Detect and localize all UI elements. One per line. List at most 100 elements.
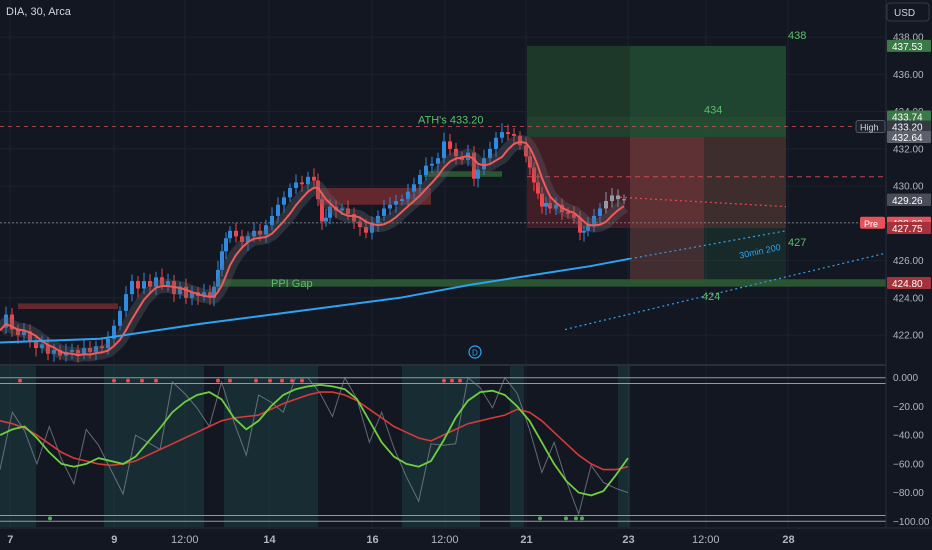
candle-body[interactable] xyxy=(566,212,570,215)
candle-body[interactable] xyxy=(424,165,428,175)
candle-body[interactable] xyxy=(52,349,56,354)
candle-body[interactable] xyxy=(234,230,238,237)
candle-body[interactable] xyxy=(28,331,32,341)
candle-body[interactable] xyxy=(300,182,304,185)
candle-body[interactable] xyxy=(324,217,328,222)
candle-body[interactable] xyxy=(328,206,332,218)
candle-body[interactable] xyxy=(476,169,480,179)
candle-body[interactable] xyxy=(586,225,590,231)
candle-body[interactable] xyxy=(118,310,122,326)
candle-body[interactable] xyxy=(166,281,170,285)
candle-body[interactable] xyxy=(16,329,20,336)
candle-body[interactable] xyxy=(288,187,292,198)
candle-body[interactable] xyxy=(246,236,250,242)
currency-button[interactable] xyxy=(886,2,930,22)
candle-body[interactable] xyxy=(178,286,182,295)
candle-body[interactable] xyxy=(76,349,80,354)
candle-body[interactable] xyxy=(282,197,286,205)
candle-body[interactable] xyxy=(536,182,540,194)
candle-body[interactable] xyxy=(88,348,92,352)
candle-body[interactable] xyxy=(258,230,262,235)
candle-body[interactable] xyxy=(358,221,362,228)
candle-body[interactable] xyxy=(46,344,50,354)
candle-body[interactable] xyxy=(130,281,134,295)
candle-body[interactable] xyxy=(106,338,110,349)
candle-body[interactable] xyxy=(430,163,434,166)
candle-body[interactable] xyxy=(592,215,596,226)
candle-body[interactable] xyxy=(388,204,392,209)
candle-body[interactable] xyxy=(582,230,586,233)
candle-body[interactable] xyxy=(190,292,194,298)
candle-body[interactable] xyxy=(184,286,188,298)
candle-body[interactable] xyxy=(578,217,582,233)
candle-body[interactable] xyxy=(340,208,344,211)
candle-body[interactable] xyxy=(436,158,440,164)
candle-body[interactable] xyxy=(94,346,98,352)
candle-body[interactable] xyxy=(160,277,164,285)
candle-body[interactable] xyxy=(270,215,274,226)
candle-body[interactable] xyxy=(346,208,350,215)
candle-body[interactable] xyxy=(488,148,492,159)
candle-body[interactable] xyxy=(154,277,158,287)
candle-body[interactable] xyxy=(622,199,626,201)
candle-body[interactable] xyxy=(228,230,232,239)
dividend-marker[interactable] xyxy=(468,345,482,359)
candle-body[interactable] xyxy=(306,176,310,185)
candle-body[interactable] xyxy=(400,199,404,202)
candle-body[interactable] xyxy=(554,204,558,209)
candle-body[interactable] xyxy=(528,156,532,168)
candle-body[interactable] xyxy=(312,176,316,181)
candle-body[interactable] xyxy=(506,132,510,134)
candle-body[interactable] xyxy=(572,214,576,218)
candle-body[interactable] xyxy=(518,135,522,146)
candle-body[interactable] xyxy=(482,158,486,170)
candle-body[interactable] xyxy=(40,344,44,349)
candle-body[interactable] xyxy=(34,340,38,349)
candle-body[interactable] xyxy=(540,193,544,207)
candle-body[interactable] xyxy=(10,314,14,330)
candle-body[interactable] xyxy=(512,133,516,136)
candle-body[interactable] xyxy=(524,145,528,157)
candle-body[interactable] xyxy=(500,132,504,138)
candle-body[interactable] xyxy=(544,202,548,207)
candle-body[interactable] xyxy=(264,225,268,235)
candle-body[interactable] xyxy=(202,292,206,296)
candle-body[interactable] xyxy=(224,238,228,252)
candle-body[interactable] xyxy=(136,281,140,289)
candle-body[interactable] xyxy=(494,137,498,149)
candle-body[interactable] xyxy=(276,204,280,216)
candle-body[interactable] xyxy=(294,182,298,188)
candle-body[interactable] xyxy=(252,230,256,237)
candle-body[interactable] xyxy=(208,292,212,298)
candle-body[interactable] xyxy=(604,201,608,209)
candle-body[interactable] xyxy=(376,215,380,224)
candle-body[interactable] xyxy=(370,223,374,233)
candle-body[interactable] xyxy=(548,202,552,209)
candle-body[interactable] xyxy=(406,191,410,200)
candle-body[interactable] xyxy=(418,174,422,185)
candle-body[interactable] xyxy=(82,348,86,354)
candle-body[interactable] xyxy=(212,286,216,298)
candle-body[interactable] xyxy=(240,236,244,242)
candle-body[interactable] xyxy=(148,281,152,287)
candle-body[interactable] xyxy=(394,201,398,205)
candle-body[interactable] xyxy=(100,346,104,349)
candle-body[interactable] xyxy=(448,141,452,149)
candle-body[interactable] xyxy=(4,314,8,328)
candle-body[interactable] xyxy=(454,148,458,157)
candle-body[interactable] xyxy=(412,184,416,192)
candle-body[interactable] xyxy=(216,269,220,287)
candle-body[interactable] xyxy=(58,349,62,356)
candle-body[interactable] xyxy=(70,349,74,352)
candle-body[interactable] xyxy=(316,180,320,200)
candle-body[interactable] xyxy=(220,251,224,270)
candle-body[interactable] xyxy=(598,208,602,216)
candle-body[interactable] xyxy=(320,199,324,222)
candle-body[interactable] xyxy=(382,208,386,216)
candle-body[interactable] xyxy=(442,141,446,159)
candle-body[interactable] xyxy=(112,325,116,339)
candle-body[interactable] xyxy=(22,331,26,336)
candle-body[interactable] xyxy=(352,214,356,222)
candle-body[interactable] xyxy=(616,195,620,200)
